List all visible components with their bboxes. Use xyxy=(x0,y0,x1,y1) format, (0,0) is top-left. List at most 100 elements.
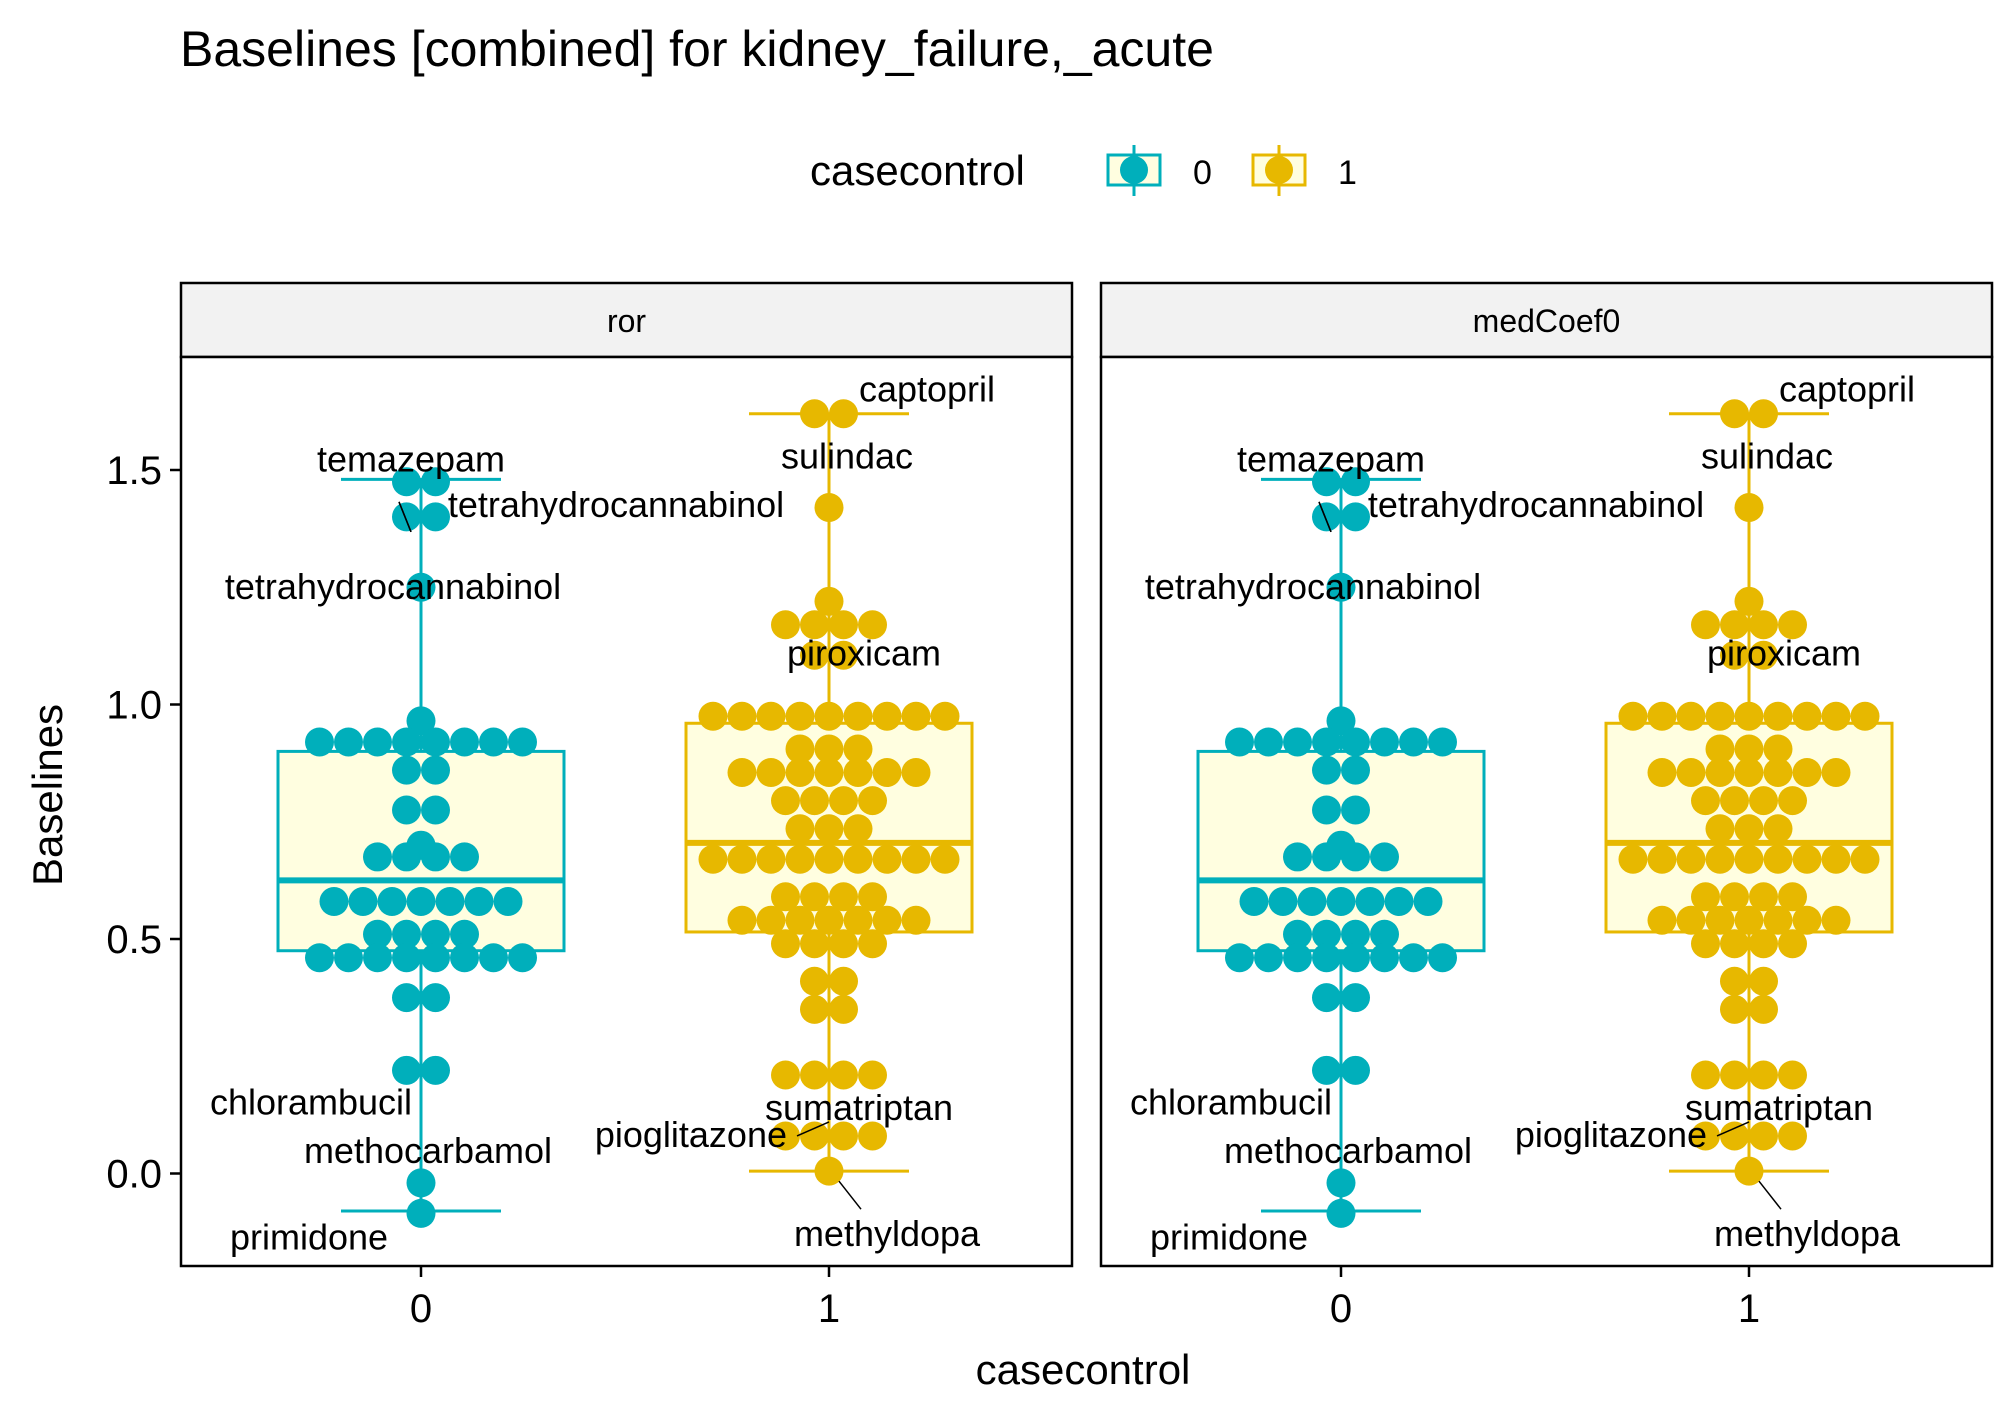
data-point xyxy=(1850,844,1880,874)
data-point xyxy=(1370,727,1399,757)
data-point xyxy=(829,929,858,959)
data-point xyxy=(406,886,436,916)
data-point xyxy=(800,929,829,959)
data-point xyxy=(1312,727,1341,757)
data-point xyxy=(1341,795,1370,825)
data-point xyxy=(1239,886,1269,916)
data-point xyxy=(1676,701,1706,731)
annotation-label: methyldopa xyxy=(1714,1213,1901,1254)
data-point xyxy=(450,842,479,872)
data-point xyxy=(1778,1060,1807,1090)
data-point xyxy=(800,994,829,1024)
data-point xyxy=(479,727,508,757)
data-point xyxy=(1749,882,1778,912)
data-point xyxy=(1720,640,1749,670)
data-point xyxy=(1749,966,1778,996)
data-point xyxy=(1254,727,1283,757)
data-point xyxy=(1647,701,1677,731)
data-point xyxy=(1341,727,1370,757)
data-point xyxy=(1254,943,1283,973)
data-point xyxy=(1312,943,1341,973)
data-point xyxy=(1691,929,1720,959)
data-point xyxy=(363,919,392,949)
data-point xyxy=(843,905,873,935)
data-point xyxy=(363,727,392,757)
annotation-leader xyxy=(1716,1121,1750,1137)
data-point xyxy=(1618,701,1648,731)
data-point xyxy=(435,886,465,916)
data-point xyxy=(406,1168,436,1198)
data-point xyxy=(727,701,757,731)
group-1: captopril sulindac piroxicam sumatriptanpio… xyxy=(1515,369,1915,1254)
annotation-label: captopril xyxy=(859,369,995,410)
panel-border xyxy=(1099,355,1994,1268)
data-point xyxy=(1734,758,1764,788)
data-point xyxy=(1370,919,1399,949)
data-point xyxy=(1734,905,1764,935)
data-point xyxy=(1676,844,1706,874)
data-point xyxy=(1778,610,1807,640)
annotation-label: tetrahydrocannabinol xyxy=(1368,484,1704,525)
annotation-label: sumatriptan xyxy=(765,1087,953,1128)
data-point xyxy=(392,983,421,1013)
data-point xyxy=(1720,1121,1749,1151)
data-point xyxy=(1734,734,1764,764)
x-tick-label: 0 xyxy=(1330,1287,1352,1331)
data-point xyxy=(1749,640,1778,670)
data-point xyxy=(858,1121,887,1151)
data-point xyxy=(1326,1198,1356,1228)
data-point xyxy=(829,882,858,912)
data-point xyxy=(1778,929,1807,959)
data-point xyxy=(843,701,873,731)
data-point xyxy=(901,758,931,788)
data-point xyxy=(1821,701,1851,731)
data-point xyxy=(334,727,363,757)
data-point xyxy=(1384,886,1414,916)
data-point xyxy=(1720,966,1749,996)
data-point xyxy=(1326,572,1356,602)
data-point xyxy=(829,786,858,816)
data-point xyxy=(1749,929,1778,959)
data-point xyxy=(1312,755,1341,785)
data-point xyxy=(771,1121,800,1151)
data-point xyxy=(1268,886,1298,916)
annotation-label: primidone xyxy=(230,1216,388,1257)
panels: rortemazepamtetrahydrocannabinoltetrahyd… xyxy=(179,281,1994,1268)
data-point xyxy=(450,943,479,973)
data-point xyxy=(872,844,902,874)
data-point xyxy=(421,1055,450,1085)
data-point xyxy=(1749,1060,1778,1090)
data-point xyxy=(1734,814,1764,844)
data-point xyxy=(829,399,858,429)
data-point xyxy=(858,929,887,959)
data-point xyxy=(1341,755,1370,785)
panel-strip-label: medCoef0 xyxy=(1473,303,1621,339)
data-point xyxy=(727,905,757,935)
data-point xyxy=(1399,943,1428,973)
data-point xyxy=(1734,1156,1764,1186)
data-point xyxy=(1341,943,1370,973)
data-point xyxy=(1734,701,1764,731)
data-point xyxy=(1720,882,1749,912)
data-point xyxy=(1691,882,1720,912)
data-point xyxy=(829,640,858,670)
data-point xyxy=(1691,786,1720,816)
data-point xyxy=(421,983,450,1013)
data-point xyxy=(1720,1060,1749,1090)
data-point xyxy=(785,814,815,844)
data-point xyxy=(1705,701,1735,731)
legend-label-1: 1 xyxy=(1338,154,1357,192)
data-point xyxy=(814,493,844,523)
data-point xyxy=(858,610,887,640)
data-point xyxy=(785,734,815,764)
data-point xyxy=(843,814,873,844)
annotation-label: methocarbamol xyxy=(1224,1130,1472,1171)
annotation-label: pioglitazone xyxy=(595,1114,787,1155)
data-point xyxy=(771,610,800,640)
data-point xyxy=(1341,502,1370,532)
data-point xyxy=(785,758,815,788)
data-point xyxy=(1399,727,1428,757)
data-point xyxy=(771,786,800,816)
data-point xyxy=(1720,994,1749,1024)
